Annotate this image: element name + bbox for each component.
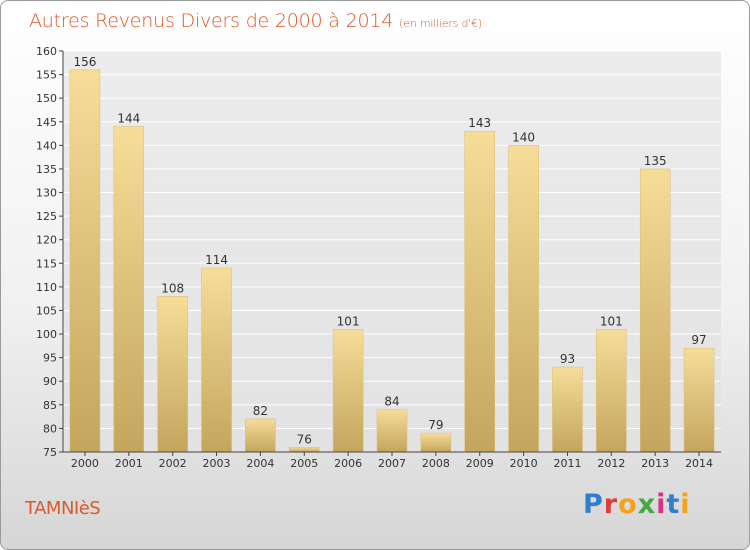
chart-title: Autres Revenus Divers de 2000 à 2014 (en … (29, 10, 482, 32)
y-tick-label: 95 (43, 352, 57, 365)
x-tick-label: 2004 (246, 457, 274, 470)
logo-letter: i (656, 489, 667, 520)
data-label-2007: 84 (384, 395, 399, 409)
x-tick-label: 2007 (378, 457, 406, 470)
x-tick-label: 2011 (553, 457, 581, 470)
y-tick-label: 100 (36, 328, 57, 341)
x-tick-label: 2001 (115, 457, 143, 470)
bar-2003 (201, 267, 232, 453)
y-tick-label: 135 (36, 163, 57, 176)
bar-2005 (289, 447, 320, 453)
logo-letter: r (603, 489, 619, 520)
bar-2006 (332, 329, 364, 453)
bar-2010 (508, 145, 539, 453)
data-label-2002: 108 (161, 281, 184, 295)
x-tick-label: 2013 (641, 457, 669, 470)
bar-2002 (157, 296, 188, 453)
logo-letter: P (583, 489, 604, 520)
data-label-2010: 140 (512, 130, 535, 144)
logo-letter: x (637, 489, 657, 520)
chart-unit: (en milliers d'€) (399, 17, 483, 30)
bar-2014 (683, 347, 715, 453)
data-label-2005: 76 (297, 432, 312, 446)
y-tick-label: 130 (36, 187, 57, 200)
y-axis: 75 80 85 90 95 100 105 110 115 120 125 130 135 140 145… (36, 45, 64, 459)
y-tick-label: 160 (36, 45, 57, 58)
y-tick-label: 125 (36, 210, 57, 223)
x-tick-label: 2010 (510, 457, 538, 470)
y-tick-label: 80 (43, 422, 57, 435)
data-label-2001: 144 (117, 111, 140, 125)
data-label-2011: 93 (560, 352, 575, 366)
y-tick-label: 105 (36, 304, 57, 317)
x-tick-label: 2000 (71, 457, 99, 470)
logo-letter: t (666, 489, 681, 520)
y-tick-label: 85 (43, 399, 57, 412)
y-tick-label: 140 (36, 139, 57, 152)
data-label-2004: 82 (253, 404, 268, 418)
data-label-2009: 143 (468, 116, 491, 130)
x-tick-label: 2002 (159, 457, 187, 470)
x-tick-label: 2008 (422, 457, 450, 470)
x-tick-label: 2005 (290, 457, 318, 470)
bar-2012 (596, 329, 627, 453)
data-labels: 156 144 108 114 82 76 101 84 79 143 140 93 101 135 97 (73, 55, 706, 446)
data-label-2012: 101 (600, 314, 623, 328)
bar-2008 (420, 432, 452, 453)
data-label-2000: 156 (73, 55, 96, 69)
x-tick-label: 2003 (203, 457, 231, 470)
y-tick-label: 120 (36, 234, 57, 247)
bar-2000 (69, 69, 101, 453)
y-tick-label: 110 (36, 281, 57, 294)
data-label-2006: 101 (337, 314, 360, 328)
data-label-2003: 114 (205, 253, 228, 267)
bar-2001 (113, 126, 145, 453)
x-tick-label: 2006 (334, 457, 362, 470)
bar-2013 (639, 168, 671, 453)
proxiti-logo: Proxiti (583, 489, 691, 520)
bar-2007 (376, 409, 408, 453)
y-tick-label: 145 (36, 116, 57, 129)
bar-2011 (552, 366, 583, 453)
y-tick-label: 155 (36, 69, 57, 82)
bars (69, 69, 715, 453)
x-axis: 2000 2001 2002 2003 2004 2005 2006 2007 2008 2009… (63, 451, 721, 470)
x-tick-label: 2009 (466, 457, 494, 470)
bar-2004 (245, 418, 276, 453)
x-tick-label: 2014 (685, 457, 713, 470)
y-tick-label: 115 (36, 257, 57, 270)
y-tick-label: 75 (43, 446, 57, 459)
logo-letter: o (618, 489, 638, 520)
logo-letter: i (680, 489, 691, 520)
chart-title-text: Autres Revenus Divers de 2000 à 2014 (29, 10, 394, 32)
data-label-2008: 79 (428, 418, 443, 432)
bar-2009 (464, 130, 495, 453)
data-label-2013: 135 (644, 154, 667, 168)
y-tick-label: 90 (43, 375, 57, 388)
y-tick-label: 150 (36, 92, 57, 105)
data-label-2014: 97 (691, 333, 706, 347)
commune-name: TAMNIèS (25, 498, 101, 519)
x-tick-label: 2012 (597, 457, 625, 470)
